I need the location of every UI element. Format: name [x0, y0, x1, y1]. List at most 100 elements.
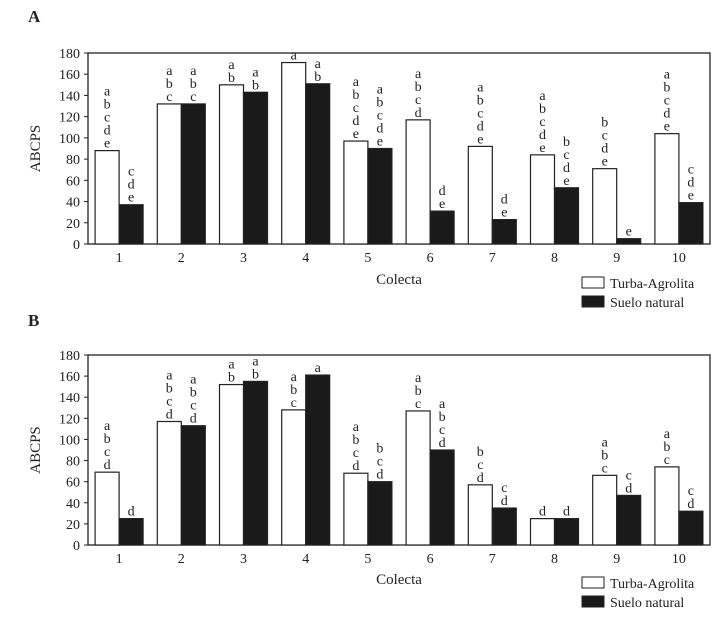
bar-suelo-natural	[429, 449, 455, 546]
significance-letter: a	[291, 49, 298, 64]
significance-letter: c	[602, 461, 608, 476]
significance-letter: c	[626, 468, 632, 483]
bar-turba-agrolita	[529, 518, 556, 546]
significance-letter: a	[228, 358, 235, 373]
bar-turba-agrolita	[94, 471, 120, 546]
significance-letter: b	[352, 88, 359, 103]
bar-turba-agrolita	[281, 409, 307, 546]
significance-letter: a	[104, 85, 111, 100]
bar-suelo-natural	[553, 518, 580, 546]
x-tick-label: 8	[551, 251, 558, 266]
significance-letter: b	[663, 440, 670, 455]
x-axis-label: Colecta	[376, 272, 422, 288]
significance-letter: d	[376, 122, 383, 137]
significance-letter: a	[439, 397, 446, 412]
significance-letter: c	[688, 484, 694, 499]
significance-letter: a	[477, 80, 484, 95]
x-tick-label: 4	[302, 251, 309, 266]
significance-letter: c	[501, 481, 507, 496]
bar-turba-agrolita	[156, 420, 182, 546]
bar-turba-agrolita	[281, 61, 307, 245]
bar-suelo-natural	[491, 507, 517, 546]
x-tick-label: 9	[613, 552, 620, 567]
legend-label: Suelo natural	[610, 596, 684, 611]
significance-letter: c	[688, 163, 694, 178]
y-tick-label: 40	[66, 497, 80, 512]
x-tick-label: 10	[672, 251, 686, 266]
significance-letter: c	[477, 458, 483, 473]
y-tick-label: 180	[59, 349, 80, 364]
significance-letter: e	[539, 141, 545, 156]
y-tick-label: 0	[73, 539, 80, 554]
x-axis-label: Colecta	[376, 572, 422, 588]
legend-swatch	[581, 595, 605, 608]
legend-swatch	[581, 276, 605, 289]
significance-letter: d	[539, 128, 546, 143]
significance-letter: d	[563, 161, 570, 176]
significance-letter: d	[439, 436, 446, 451]
significance-letter: c	[539, 115, 545, 130]
significance-letter: c	[664, 453, 670, 468]
y-tick-label: 140	[59, 89, 80, 104]
x-tick-label: 8	[551, 552, 558, 567]
significance-letter: e	[664, 120, 670, 135]
significance-letter: d	[439, 184, 446, 199]
y-tick-label: 40	[66, 196, 80, 211]
bar-suelo-natural	[616, 238, 642, 245]
legend-swatch	[581, 576, 605, 589]
significance-letter: b	[477, 93, 484, 108]
significance-letter: a	[315, 361, 322, 376]
bar-turba-agrolita	[467, 145, 493, 245]
significance-letter: c	[477, 106, 483, 121]
panel-label: B	[28, 311, 39, 330]
y-tick-label: 20	[66, 518, 80, 533]
significance-letter: a	[252, 354, 259, 369]
significance-letter: c	[190, 90, 196, 105]
significance-letter: d	[352, 459, 359, 474]
y-tick-label: 80	[66, 455, 80, 470]
bar-suelo-natural	[678, 202, 704, 245]
significance-letter: c	[353, 101, 359, 116]
x-tick-label: 1	[116, 251, 123, 266]
significance-letter: b	[601, 116, 608, 131]
bar-suelo-natural	[305, 374, 331, 546]
significance-letter: d	[477, 119, 484, 134]
significance-letter: b	[376, 442, 383, 457]
significance-letter: c	[104, 445, 110, 460]
significance-letter: c	[353, 446, 359, 461]
x-tick-label: 9	[613, 251, 620, 266]
significance-letter: a	[291, 370, 298, 385]
x-tick-label: 7	[489, 552, 496, 567]
significance-letter: a	[415, 67, 422, 82]
x-tick-label: 10	[672, 552, 686, 567]
significance-letter: c	[128, 165, 134, 180]
panel-A: A020406080100120140160180ABCPS1abcdecde2…	[28, 7, 711, 311]
significance-letter: a	[602, 435, 609, 450]
bar-turba-agrolita	[592, 474, 618, 546]
significance-letter: d	[601, 142, 608, 157]
significance-letter: a	[166, 369, 173, 384]
significance-letter: a	[252, 65, 259, 80]
significance-letter: e	[688, 189, 694, 204]
significance-letter: d	[687, 497, 694, 512]
significance-letter: d	[477, 471, 484, 486]
significance-letter: a	[190, 373, 197, 388]
significance-letter: b	[290, 383, 297, 398]
x-tick-label: 6	[427, 552, 434, 567]
x-tick-label: 5	[364, 552, 371, 567]
significance-letter: d	[128, 505, 135, 520]
significance-letter: c	[104, 111, 110, 126]
y-tick-label: 80	[66, 153, 80, 168]
significance-letter: d	[190, 412, 197, 427]
significance-letter: d	[687, 176, 694, 191]
significance-letter: b	[439, 410, 446, 425]
bar-suelo-natural	[367, 481, 393, 546]
y-tick-label: 120	[59, 111, 80, 126]
x-tick-label: 4	[302, 552, 309, 567]
significance-letter: b	[166, 77, 173, 92]
x-tick-label: 3	[240, 552, 247, 567]
significance-letter: b	[415, 80, 422, 95]
significance-letter: b	[563, 135, 570, 150]
bar-suelo-natural	[118, 518, 144, 546]
